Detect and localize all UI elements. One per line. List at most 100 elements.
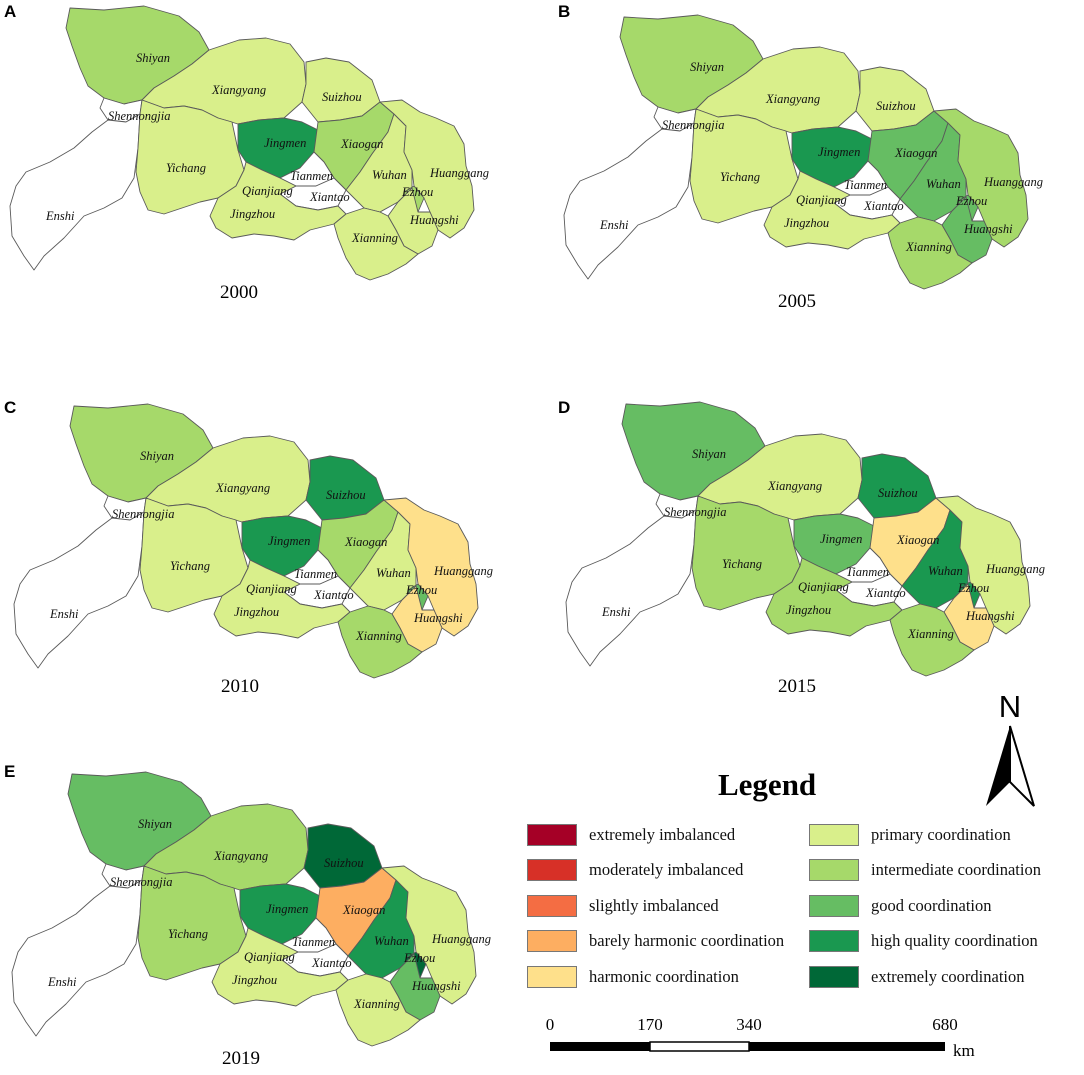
city-label-jingmen-2010: Jingmen — [268, 534, 310, 548]
city-label-xianning-2019: Xianning — [353, 997, 400, 1011]
city-label-jingmen-2019: Jingmen — [266, 902, 308, 916]
scale-unit: km — [953, 1041, 975, 1060]
legend-label: harmonic coordination — [589, 967, 739, 986]
city-label-jingzhou-2015: Jingzhou — [786, 603, 831, 617]
city-label-huanggang-2019: Huanggang — [431, 932, 491, 946]
city-label-xiangyang-2005: Xiangyang — [765, 92, 820, 106]
scale-segment-3 — [749, 1042, 945, 1051]
city-label-shiyan-2015: Shiyan — [692, 447, 726, 461]
legend-item-moderately-imbalanced: moderately imbalanced — [527, 857, 743, 883]
city-label-jingzhou-2005: Jingzhou — [784, 216, 829, 230]
city-label-enshi-2019: Enshi — [47, 975, 77, 989]
legend-label: primary coordination — [871, 825, 1011, 844]
north-arrow-left-half — [986, 726, 1010, 806]
city-label-tianmen-2005: Tianmen — [844, 178, 887, 192]
city-label-qianjiang-2019: Qianjiang — [244, 950, 295, 964]
city-label-qianjiang-2005: Qianjiang — [796, 193, 847, 207]
panel-letter-d: D — [558, 398, 571, 417]
city-label-wuhan-2000: Wuhan — [372, 168, 407, 182]
legend-label: high quality coordination — [871, 931, 1038, 950]
city-label-tianmen-2010: Tianmen — [294, 567, 337, 581]
city-label-yichang-2019: Yichang — [168, 927, 208, 941]
city-label-xianning-2015: Xianning — [907, 627, 954, 641]
map-svg-2005: Shiyan Xiangyang Suizhou Shennongjia Jingmen… — [563, 14, 1043, 290]
region-enshi-2019 — [11, 879, 143, 1037]
city-label-xiantao-2005: Xiantao — [863, 199, 904, 213]
region-jingzhou-2015 — [765, 557, 903, 637]
map-svg-2000: Shiyan Xiangyang Suizhou Shennongjia Jingmen… — [9, 5, 489, 281]
legend-label: slightly imbalanced — [589, 896, 719, 915]
city-label-xiaogan-2010: Xiaogan — [344, 535, 387, 549]
city-label-huanggang-2010: Huanggang — [433, 564, 493, 578]
region-xianning-2005 — [887, 216, 973, 290]
city-label-huangshi-2000: Huangshi — [409, 213, 459, 227]
city-label-shiyan-2019: Shiyan — [138, 817, 172, 831]
year-caption-2000: 2000 — [220, 282, 258, 303]
city-label-xianning-2005: Xianning — [905, 240, 952, 254]
city-label-wuhan-2019: Wuhan — [374, 934, 409, 948]
region-xianning-2019 — [335, 973, 421, 1047]
city-label-ezhou-2015: Ezhou — [957, 581, 989, 595]
city-label-xiangyang-2010: Xiangyang — [215, 481, 270, 495]
city-label-shiyan-2005: Shiyan — [690, 60, 724, 74]
city-label-wuhan-2005: Wuhan — [926, 177, 961, 191]
city-label-jingmen-2015: Jingmen — [820, 532, 862, 546]
region-enshi-2015 — [565, 509, 697, 667]
city-label-enshi-2000: Enshi — [45, 209, 75, 223]
city-label-jingmen-2005: Jingmen — [818, 145, 860, 159]
city-label-tianmen-2000: Tianmen — [290, 169, 333, 183]
region-enshi-2000 — [9, 113, 141, 271]
city-label-yichang-2010: Yichang — [170, 559, 210, 573]
city-label-xiantao-2000: Xiantao — [309, 190, 350, 204]
legend-swatch — [527, 824, 577, 846]
city-label-ezhou-2019: Ezhou — [403, 951, 435, 965]
legend-swatch — [809, 930, 859, 952]
city-label-shennongjia-2010: Shennongjia — [112, 507, 175, 521]
legend-label: extremely coordination — [871, 967, 1025, 986]
legend-item-extremely-coordination: extremely coordination — [809, 964, 1025, 990]
legend-title: Legend — [718, 767, 817, 802]
map-panel-2000: Shiyan Xiangyang Suizhou Shennongjia Jingmen… — [4, 2, 489, 287]
map-svg-2015: Shiyan Xiangyang Suizhou Shennongjia Jingmen… — [565, 401, 1045, 677]
city-label-tianmen-2015: Tianmen — [846, 565, 889, 579]
city-label-huangshi-2010: Huangshi — [413, 611, 463, 625]
legend-item-barely-harmonic: barely harmonic coordination — [527, 928, 784, 954]
city-label-ezhou-2005: Ezhou — [955, 194, 987, 208]
city-label-enshi-2010: Enshi — [49, 607, 79, 621]
city-label-shennongjia-2000: Shennongjia — [108, 109, 171, 123]
legend-label: good coordination — [871, 896, 992, 915]
legend-item-primary: primary coordination — [809, 822, 1011, 848]
scale-tick-170: 170 — [637, 1015, 663, 1034]
map-svg-2019: Shiyan Xiangyang Suizhou Shennongjia Jingmen… — [11, 771, 491, 1047]
panel-letter-a: A — [4, 2, 17, 21]
map-panel-2010: Shiyan Xiangyang Suizhou Shennongjia Jingmen… — [8, 400, 493, 685]
legend-item-extremely-imbalanced: extremely imbalanced — [527, 822, 735, 848]
city-label-jingzhou-2010: Jingzhou — [234, 605, 279, 619]
region-jingzhou-2019 — [211, 927, 349, 1007]
region-jingzhou-2010 — [213, 559, 351, 639]
year-caption-2019: 2019 — [222, 1048, 260, 1069]
region-huanggang-2010 — [383, 497, 479, 637]
region-jingzhou-2005 — [763, 170, 901, 250]
region-xianning-2010 — [337, 605, 423, 679]
legend-swatch — [527, 859, 577, 881]
map-panel-2019: Shiyan Xiangyang Suizhou Shennongjia Jingmen… — [6, 768, 491, 1053]
legend-item-high-quality: high quality coordination — [809, 928, 1038, 954]
city-label-suizhou-2015: Suizhou — [878, 486, 918, 500]
scale-bar: 0 170 340 680 km — [540, 1015, 980, 1065]
city-label-xiangyang-2019: Xiangyang — [213, 849, 268, 863]
city-label-xiantao-2019: Xiantao — [311, 956, 352, 970]
year-caption-2010: 2010 — [221, 676, 259, 697]
year-caption-2005: 2005 — [778, 291, 816, 312]
city-label-shiyan-2010: Shiyan — [140, 449, 174, 463]
city-label-xiantao-2010: Xiantao — [313, 588, 354, 602]
scale-tick-340: 340 — [736, 1015, 762, 1034]
map-svg-2010: Shiyan Xiangyang Suizhou Shennongjia Jingmen… — [13, 403, 493, 679]
city-label-huangshi-2005: Huangshi — [963, 222, 1013, 236]
city-label-shennongjia-2015: Shennongjia — [664, 505, 727, 519]
scale-bar-graphic — [550, 1041, 945, 1052]
legend-label: barely harmonic coordination — [589, 931, 785, 950]
region-huanggang-2005 — [933, 108, 1029, 248]
city-label-qianjiang-2000: Qianjiang — [242, 184, 293, 198]
city-label-jingzhou-2000: Jingzhou — [230, 207, 275, 221]
